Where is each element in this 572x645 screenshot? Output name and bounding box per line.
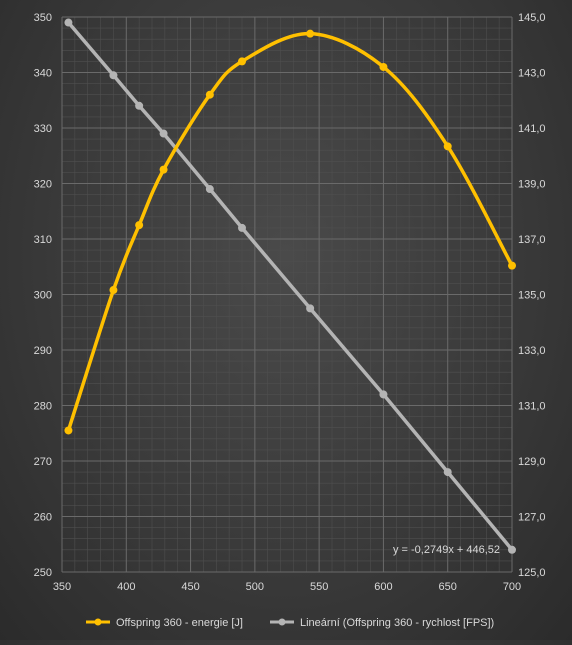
- series-line-1: [66, 20, 514, 552]
- data-point: [205, 185, 214, 194]
- plot-grid: [61, 16, 513, 573]
- data-point: [159, 165, 168, 174]
- trendline-equation: y = -0,2749x + 446,52: [393, 544, 500, 556]
- y2-tick-label: 125,0: [518, 567, 546, 579]
- series-1: [64, 18, 516, 554]
- data-point: [135, 101, 144, 110]
- data-point: [443, 142, 452, 151]
- y2-tick-label: 143,0: [518, 68, 546, 80]
- y-tick-label: 280: [34, 401, 52, 413]
- y2-tick-label: 133,0: [518, 345, 546, 357]
- series-line-0: [66, 31, 514, 433]
- legend-label: Lineární (Offspring 360 - rychlost [FPS]…: [300, 617, 494, 629]
- legend-label: Offspring 360 - energie [J]: [116, 617, 243, 629]
- x-axis-ticks: 350 400 450 500 550 600 650 700: [53, 581, 521, 593]
- data-point: [135, 221, 144, 230]
- x-tick-label: 450: [181, 581, 199, 593]
- data-point: [508, 261, 516, 270]
- y-tick-label: 300: [34, 290, 52, 302]
- y-tick-label: 270: [34, 456, 52, 468]
- y-axis-ticks: 250 260 270 280 290 300 310 320 330 340 350: [34, 12, 52, 579]
- legend: Offspring 360 - energie [J] Lineární (Off…: [86, 617, 494, 629]
- x-tick-label: 600: [374, 581, 392, 593]
- legend-marker: [94, 618, 102, 626]
- legend-marker: [278, 618, 286, 626]
- data-point: [306, 29, 315, 38]
- legend-item-0: Offspring 360 - energie [J]: [86, 617, 243, 629]
- y2-tick-label: 137,0: [518, 234, 546, 246]
- series-layer: [64, 18, 516, 554]
- data-point: [443, 468, 452, 477]
- x-tick-label: 400: [117, 581, 135, 593]
- data-point: [205, 90, 214, 99]
- y2-axis-ticks: 125,0 127,0 129,0 131,0 133,0 135,0 137,0 139,0…: [518, 12, 546, 579]
- data-point: [238, 57, 246, 66]
- data-point: [109, 286, 118, 295]
- y-tick-label: 330: [34, 123, 52, 135]
- y-tick-label: 340: [34, 68, 52, 80]
- data-point: [64, 426, 73, 435]
- y-tick-label: 310: [34, 234, 52, 246]
- y2-tick-label: 135,0: [518, 290, 546, 302]
- y-tick-label: 250: [34, 567, 52, 579]
- y-tick-label: 320: [34, 179, 52, 191]
- y2-tick-label: 129,0: [518, 456, 546, 468]
- data-point: [109, 71, 118, 80]
- y2-tick-label: 145,0: [518, 12, 546, 24]
- data-point: [64, 18, 73, 27]
- data-point: [379, 390, 388, 399]
- data-point: [306, 304, 315, 313]
- y-tick-label: 350: [34, 12, 52, 24]
- data-point: [379, 62, 388, 71]
- y-tick-label: 290: [34, 345, 52, 357]
- y2-tick-label: 141,0: [518, 123, 546, 135]
- legend-item-1: Lineární (Offspring 360 - rychlost [FPS]…: [270, 617, 494, 629]
- x-tick-label: 650: [439, 581, 457, 593]
- data-point: [238, 223, 246, 232]
- x-tick-label: 700: [503, 581, 521, 593]
- data-point: [159, 129, 168, 138]
- y2-tick-label: 131,0: [518, 401, 546, 413]
- y2-tick-label: 139,0: [518, 179, 546, 191]
- series-0: [64, 29, 516, 435]
- x-tick-label: 500: [246, 581, 264, 593]
- x-tick-label: 350: [53, 581, 71, 593]
- x-tick-label: 550: [310, 581, 328, 593]
- y-tick-label: 260: [34, 512, 52, 524]
- data-point: [508, 545, 516, 554]
- y2-tick-label: 127,0: [518, 512, 546, 524]
